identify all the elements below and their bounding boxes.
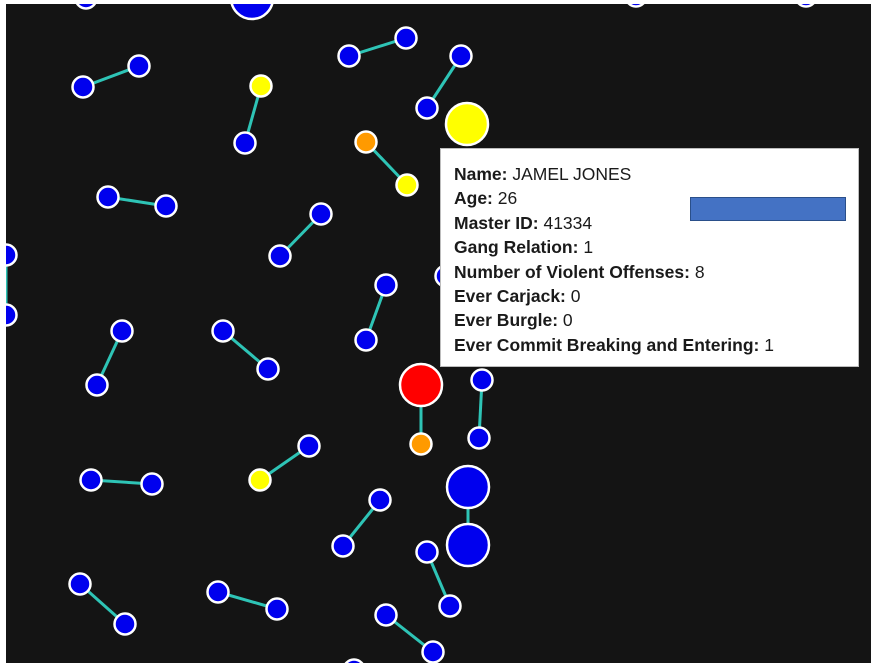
tooltip-name-label: Name: <box>454 164 508 184</box>
graph-node-blue[interactable] <box>374 603 398 627</box>
graph-node-blue[interactable] <box>331 534 355 558</box>
graph-node-blue[interactable] <box>206 580 230 604</box>
graph-node-yellow[interactable] <box>395 173 419 197</box>
graph-node-blue[interactable] <box>344 658 365 663</box>
graph-node-blue[interactable] <box>354 328 378 352</box>
graph-node-blue[interactable] <box>256 357 280 381</box>
tooltip-breaking-entering-label: Ever Commit Breaking and Entering: <box>454 334 760 355</box>
tooltip-violent-offenses-row: Number of Violent Offenses: 8 <box>454 260 858 284</box>
graph-node-blue[interactable] <box>438 594 462 618</box>
graph-node-blue[interactable] <box>265 597 289 621</box>
graph-node-blue[interactable] <box>154 194 178 218</box>
tooltip-carjack-value: 0 <box>565 286 581 307</box>
graph-node-blue[interactable] <box>113 612 137 636</box>
graph-node-blue[interactable] <box>470 368 494 392</box>
graph-node-blue[interactable] <box>268 244 292 268</box>
graph-node-blue[interactable] <box>230 4 274 21</box>
tooltip-carjack-label: Ever Carjack: <box>454 286 566 307</box>
graph-node-blue[interactable] <box>415 96 439 120</box>
graph-node-blue[interactable] <box>394 26 418 50</box>
graph-node-blue[interactable] <box>297 434 321 458</box>
tooltip-age-row: Age: 26 <box>454 186 858 210</box>
graph-node-blue[interactable] <box>309 202 333 226</box>
graph-node-blue[interactable] <box>96 185 120 209</box>
graph-node-yellow[interactable] <box>444 101 490 147</box>
tooltip-gang-relation-label: Gang Relation: <box>454 237 579 258</box>
graph-node-red[interactable] <box>398 362 444 408</box>
graph-node-blue[interactable] <box>449 44 473 68</box>
graph-node-blue[interactable] <box>6 303 18 327</box>
graph-node-orange[interactable] <box>409 432 433 456</box>
tooltip-breaking-entering-value: 1 <box>759 334 774 355</box>
graph-node-blue[interactable] <box>110 319 134 343</box>
tooltip-violent-offenses-label: Number of Violent Offenses: <box>454 261 690 282</box>
tooltip-age-label: Age: <box>454 188 493 209</box>
graph-node-blue[interactable] <box>79 468 103 492</box>
graph-node-yellow[interactable] <box>248 468 272 492</box>
graph-node-blue[interactable] <box>211 319 235 343</box>
graph-node-blue[interactable] <box>127 54 151 78</box>
tooltip-master-id-value: 41334 <box>538 212 593 233</box>
tooltip-master-id-row: Master ID: 41334 <box>454 211 858 235</box>
graph-node-blue[interactable] <box>233 131 257 155</box>
graph-node-blue[interactable] <box>71 75 95 99</box>
graph-node-blue[interactable] <box>85 373 109 397</box>
tooltip-burgle-value: 0 <box>558 310 573 331</box>
graph-node-blue[interactable] <box>75 4 97 10</box>
graph-node-blue[interactable] <box>445 522 491 568</box>
graph-node-blue[interactable] <box>68 572 92 596</box>
tooltip-violent-offenses-value: 8 <box>689 261 705 282</box>
network-canvas[interactable]: Name: JAMEL JONES Age: 26 Master ID: 413… <box>6 4 871 663</box>
graph-node-blue[interactable] <box>796 4 817 8</box>
node-tooltip: Name: JAMEL JONES Age: 26 Master ID: 413… <box>440 148 859 367</box>
graph-node-blue[interactable] <box>421 640 445 663</box>
tooltip-master-id-label: Master ID: <box>454 212 539 233</box>
graph-node-yellow[interactable] <box>249 74 273 98</box>
tooltip-burgle-row: Ever Burgle: 0 <box>454 308 858 332</box>
tooltip-carjack-row: Ever Carjack: 0 <box>454 284 858 308</box>
graph-node-orange[interactable] <box>354 130 378 154</box>
tooltip-name-row: Name: JAMEL JONES <box>454 162 858 186</box>
tooltip-name-value: JAMEL JONES <box>507 164 632 184</box>
graph-node-blue[interactable] <box>374 273 398 297</box>
tooltip-breaking-entering-row: Ever Commit Breaking and Entering: 1 <box>454 333 858 357</box>
graph-node-blue[interactable] <box>467 426 491 450</box>
graph-node-blue[interactable] <box>337 44 361 68</box>
tooltip-gang-relation-row: Gang Relation: 1 <box>454 235 858 259</box>
tooltip-burgle-label: Ever Burgle: <box>454 310 559 331</box>
color-swatch <box>690 197 846 221</box>
graph-node-blue[interactable] <box>6 243 18 267</box>
graph-node-blue[interactable] <box>140 472 164 496</box>
tooltip-age-value: 26 <box>492 188 518 209</box>
tooltip-gang-relation-value: 1 <box>578 237 594 258</box>
graph-node-blue[interactable] <box>445 464 491 510</box>
graph-node-blue[interactable] <box>626 4 647 8</box>
graph-node-blue[interactable] <box>368 488 392 512</box>
graph-node-blue[interactable] <box>415 540 439 564</box>
